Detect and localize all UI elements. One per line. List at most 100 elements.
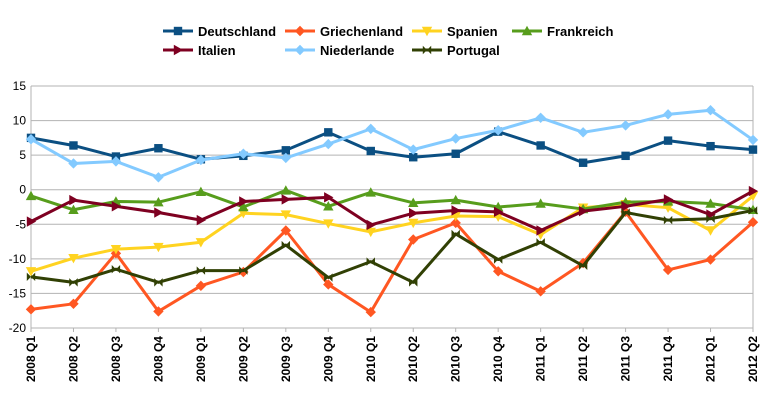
data-point	[323, 201, 334, 211]
data-point	[111, 265, 121, 274]
series-line	[30, 189, 754, 233]
data-point	[281, 194, 292, 205]
legend-marker	[173, 44, 184, 56]
data-point	[536, 141, 545, 150]
data-point	[280, 152, 292, 164]
legend-item: Spanien	[412, 24, 498, 39]
data-point	[154, 144, 163, 153]
data-point	[578, 261, 588, 270]
data-point	[705, 254, 716, 265]
data-point	[324, 128, 333, 137]
legend-marker	[421, 26, 433, 37]
legend-label: Portugal	[447, 43, 500, 58]
data-point	[705, 198, 716, 208]
data-point	[451, 205, 461, 216]
legend-marker	[521, 25, 533, 36]
data-point	[493, 255, 503, 264]
data-point	[748, 206, 758, 215]
legend-label: Niederlande	[320, 43, 394, 58]
data-point	[68, 158, 79, 169]
x-tick-label: 2008 Q1	[24, 336, 38, 382]
data-point	[238, 209, 249, 219]
y-tick-label: 15	[13, 79, 27, 93]
data-point	[26, 216, 37, 227]
data-point	[705, 226, 716, 236]
data-point	[747, 217, 759, 228]
data-point	[365, 306, 376, 318]
data-point	[366, 146, 375, 156]
data-point	[195, 238, 207, 248]
x-tick-label: 2009 Q2	[236, 336, 250, 382]
data-point	[196, 214, 207, 226]
data-point	[451, 229, 460, 239]
data-point	[706, 141, 715, 151]
y-tick-label: 5	[19, 148, 26, 162]
legend-item: Portugal	[412, 43, 500, 58]
x-tick-label: 2010 Q3	[449, 336, 463, 382]
y-tick-label: 0	[19, 183, 26, 197]
data-point	[578, 158, 588, 167]
data-point	[662, 109, 674, 120]
data-point	[153, 196, 164, 207]
data-point	[747, 134, 759, 146]
data-point	[365, 187, 376, 197]
data-point	[408, 144, 419, 155]
data-point	[408, 218, 419, 229]
legend: Deutschland Griechenland Spanien Frankreich…	[163, 24, 614, 58]
data-point	[366, 257, 375, 266]
data-point	[69, 278, 78, 287]
x-tick-label: 2010 Q4	[491, 336, 505, 382]
data-point	[706, 214, 715, 223]
data-point	[451, 149, 460, 158]
data-point	[280, 210, 292, 220]
data-point	[153, 306, 164, 317]
data-point	[69, 194, 79, 206]
series-line	[30, 130, 754, 165]
data-point	[281, 146, 291, 155]
x-tick-label: 2011 Q1	[534, 336, 548, 382]
data-point	[25, 304, 37, 315]
data-point	[153, 172, 164, 183]
data-point	[492, 125, 504, 136]
data-point	[536, 225, 546, 236]
x-tick-label: 2010 Q1	[364, 336, 378, 382]
data-point	[68, 253, 79, 264]
data-point	[663, 194, 674, 205]
y-tick-label: -20	[9, 321, 27, 335]
data-point	[578, 205, 589, 217]
x-tick-label: 2012 Q2	[746, 336, 760, 382]
legend-marker	[173, 26, 183, 36]
x-tick-label: 2008 Q4	[151, 336, 165, 382]
data-point	[323, 138, 334, 150]
data-point	[154, 278, 163, 287]
series-deutschland	[26, 127, 758, 167]
x-tick-label: 2010 Q2	[406, 336, 420, 382]
x-tick-label: 2009 Q1	[194, 336, 208, 382]
x-tick-label: 2009 Q3	[279, 336, 293, 382]
data-point	[281, 240, 291, 250]
data-point	[409, 278, 418, 287]
series-niederlande	[25, 105, 759, 183]
data-point	[154, 207, 164, 218]
legend-label: Frankreich	[547, 24, 614, 39]
data-point	[577, 127, 589, 138]
y-tick-label: -10	[9, 252, 27, 266]
x-tick-label: 2011 Q4	[661, 336, 675, 382]
series-line	[30, 210, 754, 314]
data-point	[195, 186, 207, 196]
data-point	[535, 286, 546, 297]
legend-item: Niederlande	[285, 43, 394, 58]
data-point	[25, 267, 37, 277]
series-line	[30, 194, 754, 273]
data-point	[110, 156, 122, 167]
data-point	[69, 141, 78, 150]
legend-label: Griechenland	[320, 24, 403, 39]
data-point	[25, 134, 37, 145]
data-point	[365, 227, 376, 238]
data-point	[68, 298, 79, 309]
data-point	[662, 203, 674, 213]
data-point	[493, 206, 504, 218]
data-point	[153, 242, 164, 253]
